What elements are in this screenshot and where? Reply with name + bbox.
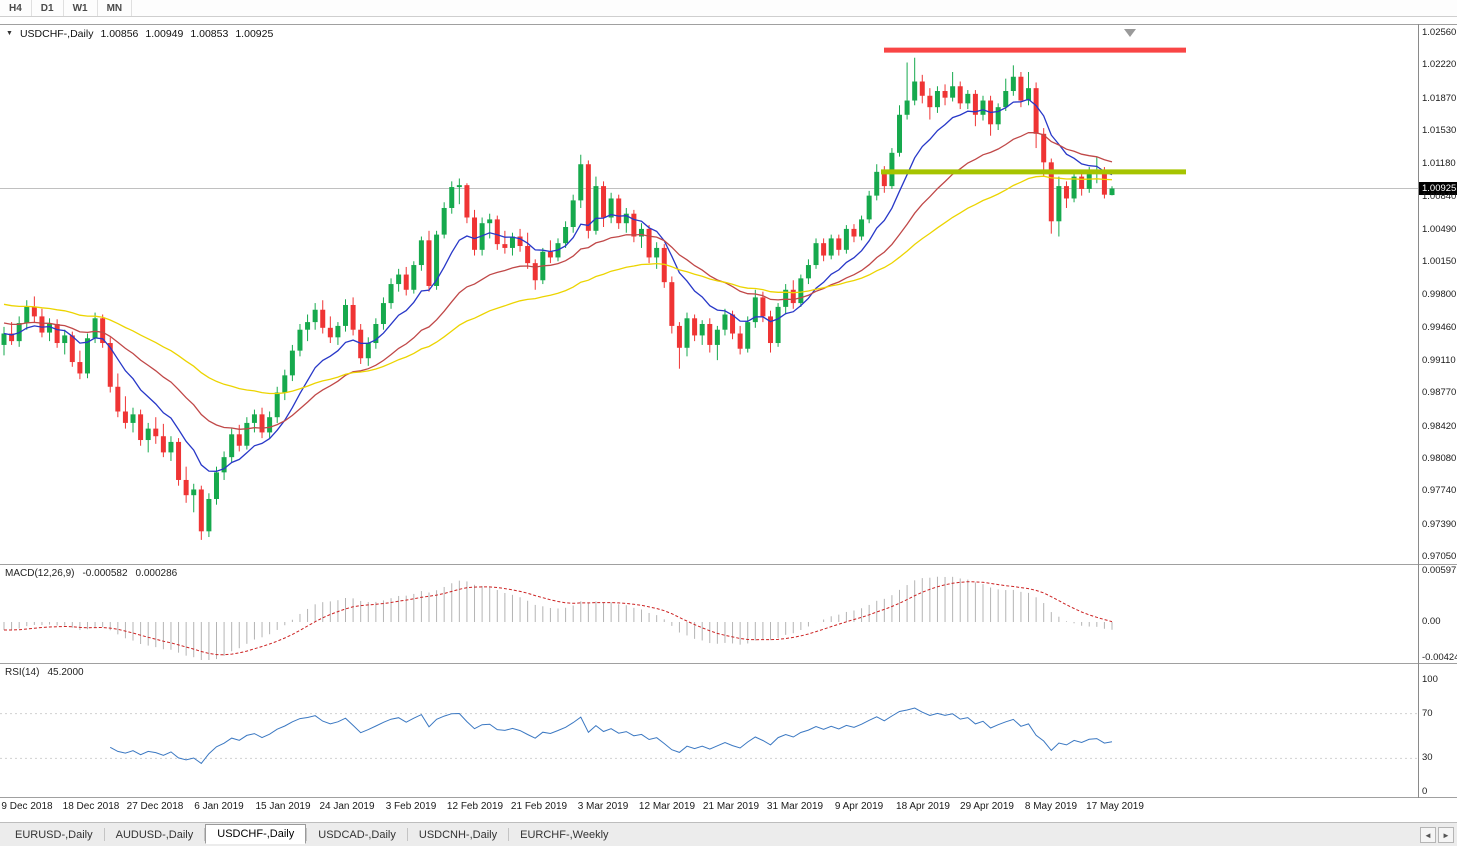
chart-tab-bar: EURUSD-,Daily AUDUSD-,Daily USDCHF-,Dail… [0,822,1457,846]
price-axis-label: 1.01870 [1422,92,1457,104]
rsi-line [109,707,1113,765]
rsi-value: 45.2000 [47,667,84,678]
chart-shift-marker-icon [1124,29,1136,37]
price-axis-label: 1.01180 [1422,158,1456,170]
price-axis-label: 0.97740 [1422,485,1457,497]
price-axis-border [1418,24,1419,798]
time-axis-label: 3 Mar 2019 [577,801,629,812]
price-axis-label: 1.02560 [1422,27,1457,38]
ma-medium-line [3,131,1113,430]
time-axis-label: 21 Mar 2019 [702,801,760,812]
price-axis-label: 0.98420 [1422,420,1457,432]
timeframe-toolbar: H4 D1 W1 MN [0,0,1457,17]
price-axis-label: 0.98080 [1422,453,1457,465]
tab-scroll-buttons: ◄ ► [1420,827,1454,843]
price-axis-label: 1.00840 [1422,190,1457,202]
chart-title: ▼ USDCHF-,Daily 1.00856 1.00949 1.00853 … [6,28,273,40]
timeframe-d1-button[interactable]: D1 [32,0,64,16]
time-axis-label: 31 Mar 2019 [766,801,824,812]
timeframe-h4-button[interactable]: H4 [0,0,32,16]
price-axis-label: 0.99460 [1422,321,1457,333]
panel-divider [0,797,1457,798]
macd-main-value: -0.000582 [82,568,128,579]
rsi-axis-label: 30 [1422,752,1433,764]
macd-name: MACD(12,26,9) [5,568,75,579]
ohlc-high: 1.00949 [145,28,184,40]
rsi-axis-label: 0 [1422,786,1428,797]
tab-eurchf-weekly[interactable]: EURCHF-,Weekly [520,828,609,841]
panel-divider [0,24,1457,25]
ohlc-open: 1.00856 [100,28,139,40]
symbol-period-label: USDCHF-,Daily [19,28,94,40]
rsi-axis-label: 70 [1422,707,1433,719]
tab-usdcnh-daily[interactable]: USDCNH-,Daily [418,828,498,841]
time-axis-label: 21 Feb 2019 [510,801,568,812]
rsi-label: RSI(14) 45.2000 [5,667,84,678]
macd-indicator-panel[interactable] [0,565,1419,663]
time-axis-label: 12 Mar 2019 [638,801,696,812]
macd-signal-line [4,581,1113,656]
main-price-chart[interactable] [0,24,1419,564]
time-axis-label: 27 Dec 2018 [126,801,184,812]
tab-separator [406,828,408,841]
time-axis-label: 12 Feb 2019 [446,801,504,812]
time-axis-label: 6 Jan 2019 [194,801,244,812]
time-axis-label: 24 Jan 2019 [319,801,375,812]
price-axis-label: 0.97390 [1422,518,1457,530]
price-axis-label: 0.99110 [1422,355,1456,367]
price-axis-label: 1.02220 [1422,59,1457,71]
timeframe-w1-button[interactable]: W1 [64,0,98,16]
ma-fast-line [3,98,1113,472]
tab-separator [103,828,105,841]
time-axis-label: 29 Apr 2019 [960,801,1014,812]
ohlc-close: 1.00925 [235,28,274,40]
price-axis-label: 1.00150 [1422,256,1457,268]
candlestick-series [1,57,1115,540]
tab-audusd-daily[interactable]: AUDUSD-,Daily [115,828,194,841]
rsi-name: RSI(14) [5,667,40,678]
time-axis: 9 Dec 2018 18 Dec 2018 27 Dec 2018 6 Jan 20… [0,798,1419,818]
price-axis-label: 1.00490 [1422,223,1457,235]
time-axis-label: 18 Dec 2018 [62,801,120,812]
macd-signal-value: 0.000286 [135,568,178,579]
rsi-axis-label: 100 [1422,674,1438,685]
macd-axis-label: -0.00424 [1422,652,1457,664]
time-axis-label: 17 May 2019 [1086,801,1144,812]
tab-separator [508,828,510,841]
tab-scroll-right-icon[interactable]: ► [1438,827,1454,843]
time-axis-label: 3 Feb 2019 [385,801,437,812]
tab-separator [204,828,206,841]
time-axis-label: 15 Jan 2019 [255,801,311,812]
time-axis-label: 8 May 2019 [1024,801,1078,812]
panel-divider [0,564,1457,565]
tab-usdchf-daily[interactable]: USDCHF-,Daily [205,823,307,844]
current-price-badge: 1.00925 [1419,181,1457,195]
tab-separator [306,828,308,841]
time-axis-label: 9 Dec 2018 [1,801,53,812]
macd-axis-label: 0.00597 [1422,564,1457,576]
macd-histogram [3,576,1113,660]
time-axis-label: 9 Apr 2019 [834,801,884,812]
chart-collapse-icon[interactable]: ▼ [6,30,13,37]
ma-slow-line [3,175,1113,395]
tab-usdcad-daily[interactable]: USDCAD-,Daily [318,828,396,841]
timeframe-mn-button[interactable]: MN [98,0,133,16]
price-axis: 1.00925 1.02560 1.02220 1.01870 1.01530 1.01… [1419,18,1457,798]
tab-scroll-left-icon[interactable]: ◄ [1420,827,1436,843]
time-axis-label: 18 Apr 2019 [896,801,950,812]
price-axis-label: 0.99800 [1422,289,1457,301]
tab-eurusd-daily[interactable]: EURUSD-,Daily [15,828,93,841]
panel-divider [0,663,1457,664]
price-axis-label: 1.01530 [1422,124,1457,136]
macd-label: MACD(12,26,9) -0.000582 0.000286 [5,568,177,579]
price-axis-label: 0.98770 [1422,387,1457,399]
macd-axis-label: 0.00 [1422,616,1441,627]
ohlc-low: 1.00853 [190,28,229,40]
price-axis-label: 0.97050 [1422,551,1457,562]
rsi-indicator-panel[interactable] [0,664,1419,797]
